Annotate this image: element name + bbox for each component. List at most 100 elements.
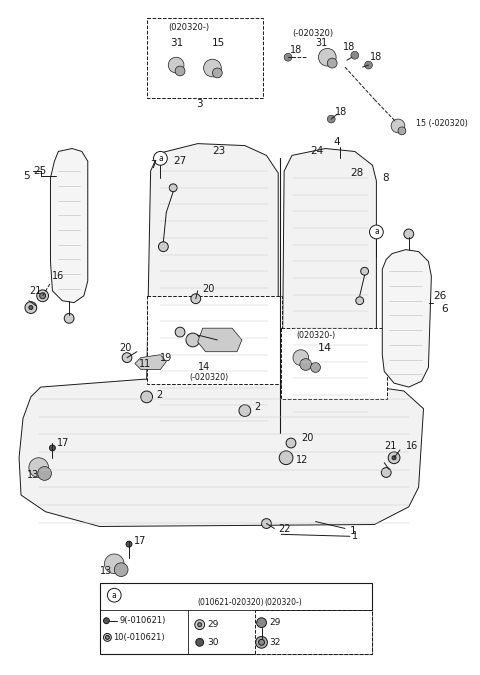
Text: 1: 1	[352, 531, 358, 541]
Text: 2: 2	[255, 402, 261, 412]
Text: 16: 16	[406, 441, 418, 451]
Circle shape	[300, 358, 312, 371]
Text: 21: 21	[29, 286, 41, 296]
Circle shape	[154, 151, 168, 165]
Circle shape	[318, 49, 336, 66]
Circle shape	[168, 57, 184, 73]
Text: 9(-010621): 9(-010621)	[119, 616, 166, 625]
Text: 17: 17	[57, 438, 70, 448]
Polygon shape	[282, 148, 376, 430]
Circle shape	[175, 327, 185, 337]
Circle shape	[108, 589, 121, 602]
Circle shape	[106, 635, 109, 639]
Circle shape	[259, 639, 264, 645]
Bar	[147, 18, 263, 99]
Circle shape	[114, 563, 128, 576]
Circle shape	[195, 620, 204, 630]
Circle shape	[262, 518, 271, 529]
Text: 26: 26	[433, 291, 446, 301]
Circle shape	[213, 68, 222, 78]
Text: 11: 11	[139, 360, 151, 369]
Circle shape	[356, 297, 364, 304]
Text: 3: 3	[196, 99, 203, 109]
Polygon shape	[50, 148, 88, 302]
Text: 32: 32	[269, 638, 281, 647]
Circle shape	[279, 451, 293, 464]
Circle shape	[158, 242, 168, 252]
Text: 18: 18	[370, 52, 382, 62]
Text: 14: 14	[317, 343, 332, 353]
Polygon shape	[147, 144, 278, 436]
Circle shape	[169, 184, 177, 192]
Bar	[99, 583, 372, 654]
Text: 15: 15	[212, 38, 225, 49]
Text: 16: 16	[52, 271, 65, 281]
Text: 19: 19	[160, 352, 173, 362]
Text: a: a	[374, 227, 379, 236]
Circle shape	[196, 639, 204, 646]
Circle shape	[256, 637, 267, 648]
Polygon shape	[135, 354, 166, 369]
Circle shape	[25, 302, 37, 313]
Text: 15 (-020320): 15 (-020320)	[416, 119, 468, 128]
Text: 24: 24	[311, 146, 324, 157]
Circle shape	[381, 468, 391, 477]
Text: 22: 22	[278, 524, 291, 535]
Text: 20: 20	[301, 433, 313, 443]
Text: (010621-020320): (010621-020320)	[198, 597, 264, 607]
Circle shape	[311, 362, 321, 373]
Text: a: a	[112, 591, 117, 599]
Circle shape	[141, 391, 153, 403]
Text: 28: 28	[350, 168, 363, 178]
Circle shape	[327, 58, 337, 68]
Text: 10(-010621): 10(-010621)	[113, 633, 165, 642]
Circle shape	[284, 53, 292, 61]
Circle shape	[104, 618, 109, 624]
Text: 30: 30	[207, 638, 219, 647]
Text: 20: 20	[119, 343, 132, 353]
Text: 1: 1	[350, 526, 357, 537]
Circle shape	[204, 59, 221, 77]
Circle shape	[370, 225, 383, 239]
Text: 21: 21	[384, 441, 396, 451]
Text: 29: 29	[207, 620, 219, 629]
Text: 12: 12	[296, 455, 308, 464]
Text: 27: 27	[173, 157, 186, 166]
Text: 18: 18	[343, 43, 355, 53]
Circle shape	[198, 622, 202, 626]
Text: 29: 29	[269, 618, 281, 627]
Circle shape	[126, 541, 132, 547]
Circle shape	[49, 445, 55, 451]
Text: 25: 25	[33, 166, 46, 176]
Circle shape	[186, 333, 200, 347]
Text: 31: 31	[315, 38, 328, 49]
Polygon shape	[19, 379, 423, 526]
Circle shape	[398, 127, 406, 135]
Text: 23: 23	[213, 146, 226, 157]
Text: 31: 31	[170, 38, 183, 49]
Text: (020320-): (020320-)	[296, 331, 335, 340]
Text: 7: 7	[151, 160, 157, 170]
Circle shape	[392, 456, 396, 460]
Bar	[255, 610, 372, 654]
Text: 14: 14	[198, 362, 210, 373]
Text: 20: 20	[203, 284, 215, 294]
Circle shape	[286, 438, 296, 448]
Circle shape	[38, 466, 51, 481]
Circle shape	[122, 353, 132, 362]
Text: (020320-): (020320-)	[264, 597, 302, 607]
Circle shape	[191, 294, 201, 304]
Circle shape	[327, 115, 335, 123]
Text: (-020320): (-020320)	[190, 373, 229, 382]
Bar	[147, 296, 282, 384]
Circle shape	[104, 633, 111, 641]
Circle shape	[29, 458, 48, 477]
Text: 6: 6	[441, 304, 448, 314]
Circle shape	[40, 293, 46, 299]
Circle shape	[391, 119, 405, 133]
Text: (020320-): (020320-)	[168, 23, 209, 32]
Circle shape	[365, 61, 372, 69]
Circle shape	[257, 618, 266, 628]
Text: a: a	[158, 154, 163, 163]
Polygon shape	[382, 250, 432, 387]
